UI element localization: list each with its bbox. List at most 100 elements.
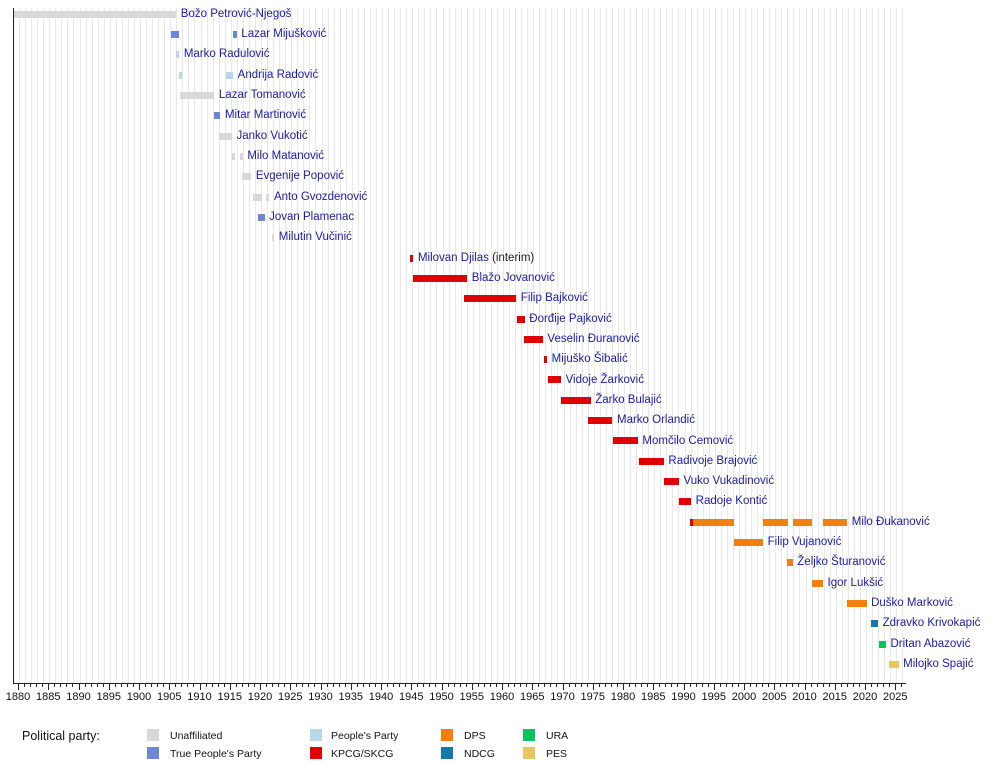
pm-name: Vidoje Žarković — [565, 373, 644, 386]
gridline — [599, 8, 601, 683]
axis-tick-label: 2010 — [792, 691, 817, 703]
gridline — [890, 8, 892, 683]
axis-minor-tick — [483, 684, 485, 687]
gridline — [490, 8, 492, 683]
pm-name: Igor Lukšić — [827, 576, 884, 589]
pm-name: Duško Marković — [871, 597, 953, 610]
legend-label-unaffiliated: Unaffiliated — [170, 730, 223, 742]
gridline — [454, 8, 456, 683]
axis-minor-tick — [750, 684, 752, 687]
pm-name: Zdravko Krivokapić — [882, 617, 981, 630]
gridline — [545, 8, 547, 683]
gridline — [194, 8, 196, 683]
gridline — [218, 8, 220, 683]
pm-name: Jovan Plamenac — [269, 211, 355, 223]
gridline — [236, 8, 238, 683]
gridline — [424, 8, 426, 683]
axis-minor-tick — [308, 684, 310, 687]
gridline — [714, 8, 716, 683]
legend-swatch-dps — [441, 729, 453, 741]
gridline — [835, 8, 837, 683]
term-bar — [547, 376, 562, 384]
gridline — [97, 8, 99, 683]
gridline — [496, 8, 498, 683]
gridline — [690, 8, 692, 683]
pm-name: Milutin Vučinić — [278, 231, 352, 244]
term-bar — [179, 91, 215, 99]
pm-name-label: Radivoje Brajović — [668, 454, 757, 469]
pm-name: Momčilo Cemović — [642, 434, 734, 447]
axis-minor-tick — [36, 684, 38, 687]
axis-minor-tick — [253, 684, 255, 687]
pm-name: Vuko Vukadinović — [683, 475, 775, 488]
legend-title: Political party: — [22, 729, 100, 743]
pm-name-label: Željko Šturanović — [797, 555, 885, 570]
pm-name: Radoje Kontić — [695, 495, 768, 508]
term-bar — [689, 518, 693, 526]
axis-minor-tick — [495, 684, 497, 687]
axis-major-tick — [108, 684, 110, 690]
gridline — [636, 8, 638, 683]
gridline — [430, 8, 432, 683]
axis-minor-tick — [508, 684, 510, 687]
gridline — [345, 8, 347, 683]
gridline — [648, 8, 650, 683]
axis-minor-tick — [671, 684, 673, 687]
gridline — [575, 8, 577, 683]
axis-minor-tick — [889, 684, 891, 687]
pm-name-label: Đorđije Pajković — [529, 312, 611, 327]
gridline — [182, 8, 184, 683]
pm-name-label: Božo Petrović-Njegoš — [181, 7, 292, 22]
pm-name: Marko Radulović — [183, 48, 270, 61]
gridline — [787, 8, 789, 683]
gridline — [866, 8, 867, 683]
pm-name-label: Anto Gvozdenović — [274, 190, 367, 205]
axis-minor-tick — [211, 684, 213, 687]
gridline — [539, 8, 541, 683]
gridline — [878, 8, 880, 683]
axis-minor-tick — [598, 684, 600, 687]
axis-major-tick — [562, 684, 564, 690]
gridline — [248, 8, 250, 683]
axis-minor-tick — [792, 684, 794, 687]
axis-minor-tick — [42, 684, 44, 687]
axis-tick-label: 2000 — [731, 691, 757, 703]
axis-minor-tick — [435, 684, 437, 687]
axis-major-tick — [139, 684, 140, 690]
gridline — [273, 8, 275, 683]
axis-minor-tick — [151, 684, 153, 687]
axis-minor-tick — [84, 684, 86, 687]
gridline — [19, 8, 20, 683]
gridline — [164, 8, 166, 683]
gridline — [666, 8, 668, 683]
pm-name-label: Duško Marković — [871, 596, 953, 611]
x-axis-line — [13, 683, 906, 684]
pm-name-label: Blažo Jovanović — [472, 271, 555, 286]
gridline — [605, 8, 607, 683]
pm-name: Mitar Martinović — [224, 109, 307, 122]
axis-tick-label: 1995 — [701, 691, 726, 703]
term-bar — [692, 518, 735, 526]
gridline — [751, 8, 753, 683]
axis-minor-tick — [54, 684, 56, 687]
gridline — [799, 8, 801, 683]
axis-tick-label: 1925 — [278, 691, 303, 703]
gridline — [200, 8, 202, 683]
axis-tick-label: 1930 — [308, 691, 333, 703]
axis-minor-tick — [477, 684, 479, 687]
gridline — [61, 8, 63, 683]
axis-minor-tick — [114, 684, 116, 687]
gridline — [412, 8, 414, 683]
gridline — [660, 8, 662, 683]
gridline — [382, 8, 383, 683]
term-bar — [811, 579, 824, 587]
gridline — [642, 8, 644, 683]
pm-name: Milo Matanović — [247, 150, 325, 163]
gridline — [103, 8, 105, 683]
legend-label-pes: PES — [546, 748, 568, 760]
term-bar — [170, 31, 179, 39]
axis-major-tick — [350, 684, 352, 690]
timeline-plot-area: Božo Petrović-Njegoš Lazar Mijušković Mark… — [13, 7, 980, 683]
pm-name-label: Lazar Tomanović — [219, 88, 306, 103]
axis-minor-tick — [314, 684, 316, 687]
